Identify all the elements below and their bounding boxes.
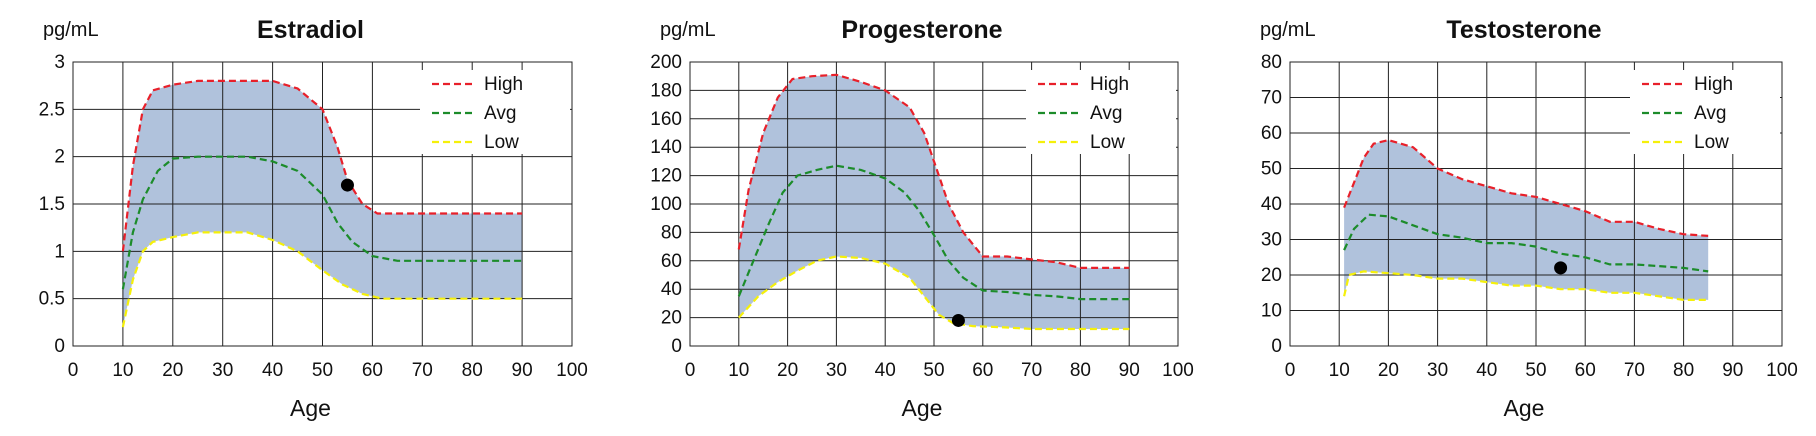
y-tick-label: 2.5 — [39, 99, 65, 120]
y-tick-label: 20 — [1261, 265, 1282, 286]
series-line-avg — [1343, 213, 1709, 273]
y-tick-label: 180 — [650, 80, 682, 101]
y-tick-label: 200 — [650, 52, 682, 73]
patient-marker — [951, 313, 965, 327]
series-line-high — [1343, 138, 1709, 237]
x-tick-label: 30 — [1427, 360, 1448, 381]
x-tick-label: 90 — [1722, 360, 1743, 381]
series-line-avg — [121, 155, 523, 290]
range-band — [1344, 140, 1709, 300]
x-tick-label: 50 — [923, 360, 944, 381]
series-line-low — [121, 231, 523, 328]
y-tick-label: 1.5 — [39, 194, 65, 215]
y-unit-label: pg/mL — [660, 19, 716, 41]
series-line-high — [737, 73, 1130, 269]
x-tick-label: 0 — [685, 360, 696, 381]
x-tick-label: 70 — [412, 360, 433, 381]
x-tick-label: 90 — [1119, 360, 1140, 381]
legend-label-high: High — [484, 74, 523, 95]
y-unit-label: pg/mL — [1260, 19, 1316, 41]
x-tick-label: 30 — [826, 360, 847, 381]
y-tick-label: 0.5 — [39, 289, 65, 310]
y-tick-label: 0 — [671, 336, 682, 357]
series-line-low — [737, 255, 1130, 331]
x-axis-label: Age — [1504, 395, 1545, 421]
x-axis-label: Age — [902, 395, 943, 421]
y-tick-label: 140 — [650, 137, 682, 158]
x-tick-label: 80 — [462, 360, 483, 381]
x-tick-label: 0 — [68, 360, 79, 381]
y-tick-label: 60 — [1261, 123, 1282, 144]
y-tick-label: 0 — [1271, 336, 1282, 357]
y-tick-label: 80 — [661, 222, 682, 243]
legend-label-avg: Avg — [484, 103, 516, 124]
plot-border — [689, 61, 1179, 347]
x-tick-label: 70 — [1021, 360, 1042, 381]
y-tick-label: 80 — [1261, 52, 1282, 73]
x-tick-label: 100 — [1162, 360, 1194, 381]
y-tick-label: 1 — [54, 241, 65, 262]
legend-label-avg: Avg — [1694, 103, 1726, 124]
x-tick-label: 60 — [972, 360, 993, 381]
chart-title: Testosterone — [1446, 16, 1601, 44]
y-tick-label: 160 — [650, 109, 682, 130]
y-tick-label: 70 — [1261, 88, 1282, 109]
y-tick-label: 120 — [650, 166, 682, 187]
y-tick-label: 40 — [661, 279, 682, 300]
x-tick-label: 100 — [1766, 360, 1798, 381]
x-tick-label: 20 — [777, 360, 798, 381]
plot-border — [72, 61, 573, 347]
legend-label-low: Low — [484, 132, 519, 153]
y-tick-label: 30 — [1261, 230, 1282, 251]
x-tick-label: 50 — [1525, 360, 1546, 381]
x-tick-label: 40 — [262, 360, 283, 381]
x-tick-label: 0 — [1285, 360, 1296, 381]
x-tick-label: 60 — [1575, 360, 1596, 381]
legend-label-high: High — [1090, 74, 1129, 95]
x-tick-label: 80 — [1070, 360, 1091, 381]
x-tick-label: 50 — [312, 360, 333, 381]
legend-label-avg: Avg — [1090, 103, 1122, 124]
chart-title: Estradiol — [257, 16, 364, 44]
y-tick-label: 3 — [54, 52, 65, 73]
x-tick-label: 10 — [1329, 360, 1350, 381]
y-tick-label: 50 — [1261, 159, 1282, 180]
x-tick-label: 40 — [1476, 360, 1497, 381]
y-tick-label: 0 — [54, 336, 65, 357]
y-tick-label: 100 — [650, 194, 682, 215]
x-tick-label: 30 — [212, 360, 233, 381]
x-tick-label: 100 — [556, 360, 588, 381]
patient-marker — [1554, 261, 1568, 275]
x-tick-label: 10 — [112, 360, 133, 381]
series-line-avg — [737, 164, 1130, 301]
y-tick-label: 20 — [661, 308, 682, 329]
y-tick-label: 40 — [1261, 194, 1282, 215]
x-tick-label: 70 — [1624, 360, 1645, 381]
x-tick-label: 10 — [728, 360, 749, 381]
x-tick-label: 20 — [162, 360, 183, 381]
y-tick-label: 10 — [1261, 301, 1282, 322]
x-tick-label: 20 — [1378, 360, 1399, 381]
y-tick-label: 60 — [661, 251, 682, 272]
x-axis-label: Age — [290, 395, 331, 421]
patient-marker — [340, 178, 354, 192]
y-unit-label: pg/mL — [43, 19, 99, 41]
x-tick-label: 60 — [362, 360, 383, 381]
legend-label-low: Low — [1090, 132, 1125, 153]
legend-label-high: High — [1694, 74, 1733, 95]
series-line-high — [121, 79, 523, 252]
progesterone-chart: High Avg Low 0 20 40 60 80 100 120 140 160 180 200 0 10… — [650, 16, 1194, 421]
plot-border — [1289, 61, 1783, 347]
testosterone-chart: High Avg Low 0 10 20 30 40 50 60 70 80 0 10 20 30 40 50 60… — [1260, 16, 1798, 421]
chart-title: Progesterone — [841, 16, 1002, 44]
x-tick-label: 80 — [1673, 360, 1694, 381]
x-tick-label: 90 — [512, 360, 533, 381]
legend-label-low: Low — [1694, 132, 1729, 153]
y-tick-label: 2 — [54, 147, 65, 168]
x-tick-label: 40 — [875, 360, 896, 381]
